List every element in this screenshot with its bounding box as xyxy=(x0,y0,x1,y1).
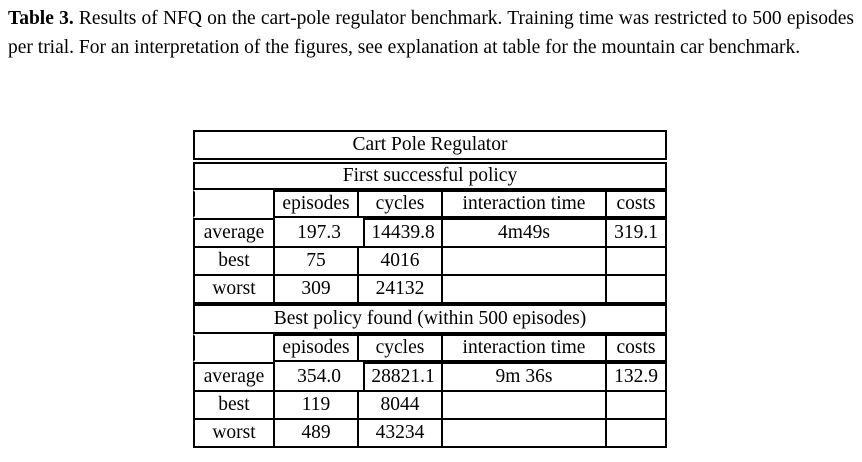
table-cell: 309 xyxy=(273,274,359,304)
results-table: Cart Pole Regulator First successful pol… xyxy=(193,130,667,448)
table-cell: 489 xyxy=(273,418,359,448)
table-caption: Table 3. Results of NFQ on the cart-pole… xyxy=(8,4,854,62)
column-header: episodes xyxy=(273,190,359,218)
table-cell xyxy=(605,274,667,304)
table-cell: 43234 xyxy=(357,418,443,448)
table-title: Cart Pole Regulator xyxy=(193,130,667,160)
caption-label: Table 3. xyxy=(8,8,74,29)
column-header: cycles xyxy=(357,190,443,218)
table-cell xyxy=(605,246,667,276)
corner-cell xyxy=(193,190,275,218)
table-cell: 354.0 xyxy=(273,362,365,392)
row-label: worst xyxy=(193,274,275,304)
corner-cell xyxy=(193,334,275,362)
table-cell: 119 xyxy=(273,390,359,420)
row-label: average xyxy=(193,218,275,248)
row-label: worst xyxy=(193,418,275,448)
table-cell: 319.1 xyxy=(605,218,667,248)
table-cell xyxy=(441,418,607,448)
table-cell xyxy=(605,418,667,448)
section-title: Best policy found (within 500 episodes) xyxy=(193,304,667,334)
row-label: average xyxy=(193,362,275,392)
section-title: First successful policy xyxy=(193,162,667,190)
table-cell: 75 xyxy=(273,246,359,276)
table-cell: 9m 36s xyxy=(441,362,607,392)
column-header: episodes xyxy=(273,334,359,362)
table-cell xyxy=(441,246,607,276)
table-cell: 28821.1 xyxy=(363,362,443,392)
column-header: cycles xyxy=(357,334,443,362)
table-cell xyxy=(441,390,607,420)
row-label: best xyxy=(193,246,275,276)
column-header: costs xyxy=(605,334,667,362)
table-cell: 8044 xyxy=(357,390,443,420)
table-cell: 4016 xyxy=(357,246,443,276)
table-cell xyxy=(605,390,667,420)
table-cell: 24132 xyxy=(357,274,443,304)
table-cell: 132.9 xyxy=(605,362,667,392)
caption-text: Results of NFQ on the cart-pole regulato… xyxy=(8,8,854,58)
table-cell xyxy=(441,274,607,304)
table-cell: 197.3 xyxy=(273,218,365,248)
table-cell: 4m49s xyxy=(441,218,607,248)
column-header: costs xyxy=(605,190,667,218)
column-header: interaction time xyxy=(441,334,607,362)
row-label: best xyxy=(193,390,275,420)
table-cell: 14439.8 xyxy=(363,218,443,248)
column-header: interaction time xyxy=(441,190,607,218)
